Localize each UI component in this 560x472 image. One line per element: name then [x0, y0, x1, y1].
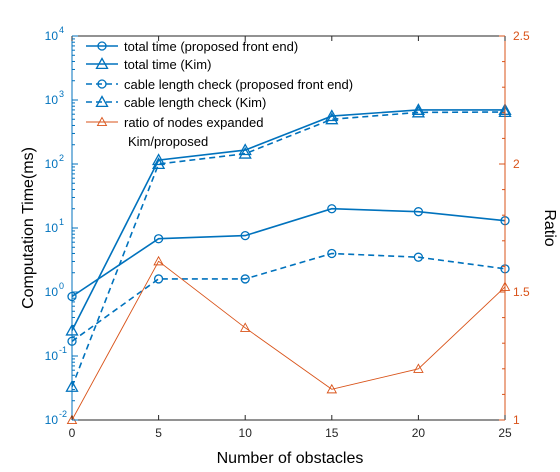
data-point — [240, 230, 250, 241]
data-point — [153, 234, 164, 244]
series-line — [71, 260, 506, 421]
y-left-tick-exponent: 0 — [59, 281, 64, 291]
data-point — [325, 112, 339, 125]
x-tick-label: 20 — [412, 426, 426, 440]
legend-marker-3 — [97, 79, 107, 89]
series-line — [71, 252, 506, 342]
legend: total time (proposed front end) total tim… — [86, 39, 353, 149]
legend-label-4: cable length check (Kim) — [124, 95, 266, 110]
y-right-tick-label: 1.5 — [513, 285, 530, 299]
x-tick-label: 15 — [325, 426, 339, 440]
y-left-tick-exponent: 3 — [59, 89, 64, 99]
y-left-tick-label: 10 — [45, 29, 59, 43]
series-layer — [65, 103, 512, 425]
data-point — [151, 157, 166, 170]
x-tick-label: 25 — [498, 426, 512, 440]
plot-background — [72, 36, 505, 420]
legend-label-5-line2: Kim/proposed — [128, 134, 208, 149]
x-tick-label: 5 — [155, 426, 162, 440]
data-point — [413, 363, 424, 373]
legend-marker-2 — [95, 57, 109, 70]
y-right-tick-label: 2.5 — [513, 29, 530, 43]
y-left-tick-exponent: 4 — [59, 25, 64, 35]
data-point — [411, 105, 426, 118]
data-point — [238, 143, 252, 156]
data-point — [151, 153, 166, 166]
series-line — [71, 207, 506, 298]
y-axis-right-title: Ratio — [541, 209, 558, 246]
y-left-tick-label: 10 — [45, 413, 59, 427]
data-point — [411, 103, 426, 115]
data-point — [238, 146, 252, 159]
legend-marker-1 — [97, 41, 107, 51]
y-left-tick-exponent: -1 — [59, 345, 67, 355]
series-line — [71, 111, 506, 388]
x-tick-label: 10 — [239, 426, 253, 440]
y-left-tick-exponent: -2 — [59, 409, 67, 419]
y-right-tick-label: 1 — [513, 413, 520, 427]
data-point — [153, 255, 164, 266]
data-point — [327, 248, 337, 259]
y-left-tick-label: 10 — [45, 285, 59, 299]
legend-marker-4 — [95, 95, 109, 108]
y-axis-left-title: Computation Time(ms) — [20, 147, 37, 309]
legend-label-5: ratio of nodes expanded — [124, 115, 264, 130]
y-left-tick-label: 10 — [45, 93, 59, 107]
y-right-tick-label: 2 — [513, 157, 520, 171]
plot-area — [72, 36, 505, 420]
y-left-tick-label: 10 — [45, 157, 59, 171]
legend-label-2: total time (Kim) — [124, 57, 211, 72]
data-point — [326, 383, 338, 394]
data-point — [413, 252, 424, 262]
data-point — [413, 207, 424, 217]
data-point — [325, 109, 339, 122]
series-5 — [66, 255, 511, 425]
x-tick-label: 0 — [69, 426, 76, 440]
series-2 — [65, 103, 512, 336]
y-left-tick-label: 10 — [45, 221, 59, 235]
data-point — [153, 274, 164, 284]
series-line — [71, 109, 505, 331]
data-point — [327, 204, 337, 214]
y-left-tick-exponent: 1 — [59, 217, 64, 227]
data-point — [239, 322, 251, 332]
data-point — [240, 274, 250, 284]
legend-marker-5 — [96, 116, 108, 127]
y-left-tick-exponent: 2 — [59, 153, 64, 163]
legend-label-3: cable length check (proposed front end) — [124, 77, 353, 92]
x-axis-title: Number of obstacles — [217, 450, 364, 467]
legend-label-1: total time (proposed front end) — [124, 39, 298, 54]
y-left-tick-label: 10 — [45, 349, 59, 363]
